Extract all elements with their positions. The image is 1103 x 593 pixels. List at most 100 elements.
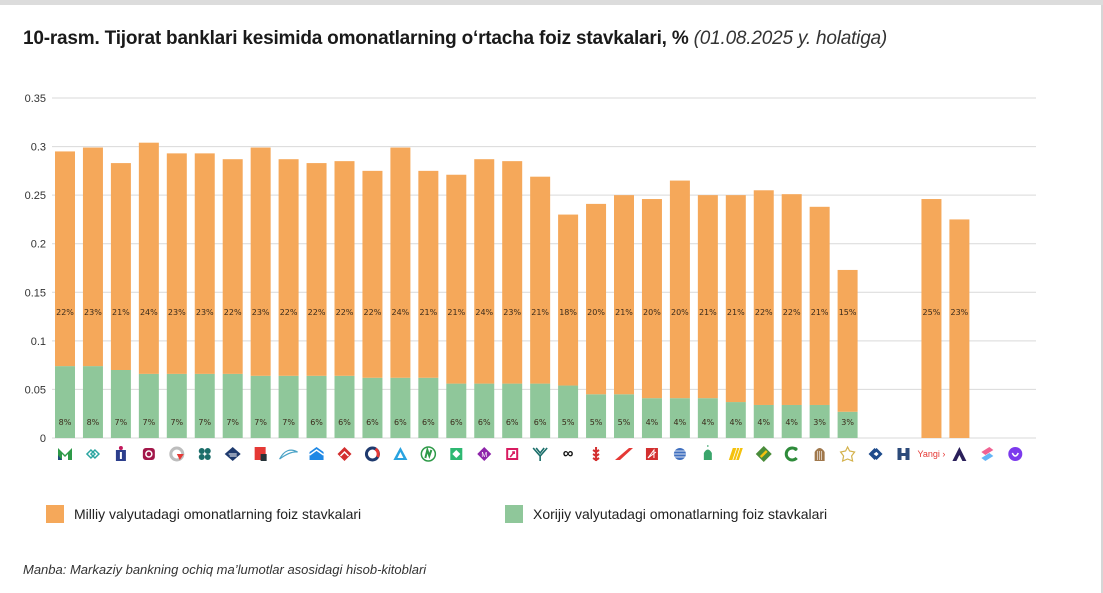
bank-logo-30-navy-chevrons-icon [868,448,883,460]
bank-logo-6-teal-clover-icon [198,448,211,460]
bar-foreign [502,383,523,438]
bar-national [697,195,718,399]
data-label-national: 24% [140,308,158,317]
bar-national [558,214,579,386]
data-label-national: 22% [56,308,74,317]
legend-swatch-foreign [505,505,523,523]
svg-text:Yangi ›: Yangi › [918,449,946,459]
bar-foreign [446,383,467,438]
legend-label-foreign: Xorijiy valyutadagi omonatlarning foiz s… [533,506,828,522]
bar-foreign [809,404,830,438]
bar-foreign [697,398,718,438]
bar-foreign [558,385,579,438]
y-tick-label: 0.35 [25,93,46,105]
x-axis-bank-logos: M ∞ Yangi › [58,445,1023,462]
bank-logo-3-navy-i-icon [115,446,126,461]
bar-foreign [82,366,103,438]
bar-foreign [222,373,243,438]
bar-national [306,163,327,376]
data-label-foreign: 7% [115,418,128,427]
data-label-national: 20% [587,308,605,317]
bar-national [809,206,830,405]
chart-title-main: 10-rasm. Tijorat banklari kesimida omona… [23,28,689,49]
data-label-foreign: 6% [478,418,491,427]
bar-national [641,199,662,399]
data-label-national: 21% [112,308,130,317]
y-tick-label: 0.15 [25,287,46,299]
bank-logo-34-pink-blue-S-icon [981,447,994,461]
data-label-national: 21% [727,308,745,317]
bar-foreign [781,404,802,438]
data-label-foreign: 6% [450,418,463,427]
bank-logo-8-red-square-icon [254,447,267,461]
legend-item-national: Milliy valyutadagi omonatlarning foiz st… [46,505,361,523]
data-label-foreign: 6% [394,418,407,427]
bar-national [334,161,355,376]
data-label-foreign: 7% [198,418,211,427]
bar-national [110,163,131,370]
bank-logo-11-red-diamond-icon [337,447,352,461]
bar-foreign [278,375,299,438]
bank-logo-29-gold-ornament-icon [839,445,856,462]
data-label-national: 23% [196,308,214,317]
bar-national [530,176,551,384]
bank-logo-28-brown-arch-icon [814,448,825,461]
bar-foreign [530,383,551,438]
data-label-national: 23% [951,308,969,317]
data-label-national: 22% [308,308,326,317]
bar-foreign [390,377,411,438]
data-label-national: 20% [671,308,689,317]
bar-national [138,142,159,374]
bar-national [362,170,383,378]
bar-national [82,147,103,367]
data-label-national: 23% [84,308,102,317]
y-tick-label: 0.2 [31,239,46,251]
data-label-national: 20% [643,308,661,317]
y-tick-label: 0.1 [31,336,46,348]
bar-national [502,161,523,384]
y-axis-ticks: 0 0.05 0.1 0.15 0.2 0.25 0.3 0.35 [25,93,46,445]
data-label-national: 23% [168,308,186,317]
data-label-national: 22% [224,308,242,317]
data-label-foreign: 7% [170,418,183,427]
bank-logo-22-red-A-square-icon [645,448,658,460]
data-label-national: 21% [419,308,437,317]
data-label-national: 22% [364,308,382,317]
bars [55,142,970,438]
bar-national [55,151,75,367]
bar-foreign [55,366,75,438]
data-label-foreign: 4% [729,418,742,427]
data-label-foreign: 4% [674,418,687,427]
data-label-national: 22% [755,308,773,317]
data-label-foreign: 8% [59,418,72,427]
data-label-foreign: 8% [87,418,100,427]
bank-logo-7-navy-diamond-icon [224,447,241,461]
bank-logo-16-purple-M-icon: M [477,447,492,461]
chart-title: 10-rasm. Tijorat banklari kesimida omona… [23,28,887,50]
data-label-foreign: 4% [785,418,798,427]
data-label-national: 18% [559,308,577,317]
bank-logo-9-dolphin-icon [279,449,298,460]
data-label-national: 23% [252,308,270,317]
bank-logo-32-Yangi-icon: Yangi › [918,449,946,459]
bar-foreign [418,377,439,438]
bank-logo-23-blue-globe-icon [673,448,686,460]
legend-label-national: Milliy valyutadagi omonatlarning foiz st… [74,506,362,522]
bar-national [753,190,774,405]
data-label-national: 21% [531,308,549,317]
bank-logo-33-navy-A-icon [952,447,967,461]
bank-logo-24-green-dome-icon [703,445,712,460]
bank-logo-31-navy-H-icon [897,448,910,460]
bar-foreign [334,375,355,438]
legend-swatch-national [46,505,64,523]
bank-logo-10-blue-roof-icon [309,447,324,460]
bank-logo-15-green-square-icon [450,448,463,460]
bank-logo-12-navy-red-ring-icon [364,446,380,462]
bar-national [194,153,215,374]
data-label-national: 22% [783,308,801,317]
bar-national [474,159,495,384]
data-label-national: 15% [839,308,857,317]
bar-national [222,159,243,374]
bar-foreign [725,402,746,438]
bar-national [614,195,634,395]
